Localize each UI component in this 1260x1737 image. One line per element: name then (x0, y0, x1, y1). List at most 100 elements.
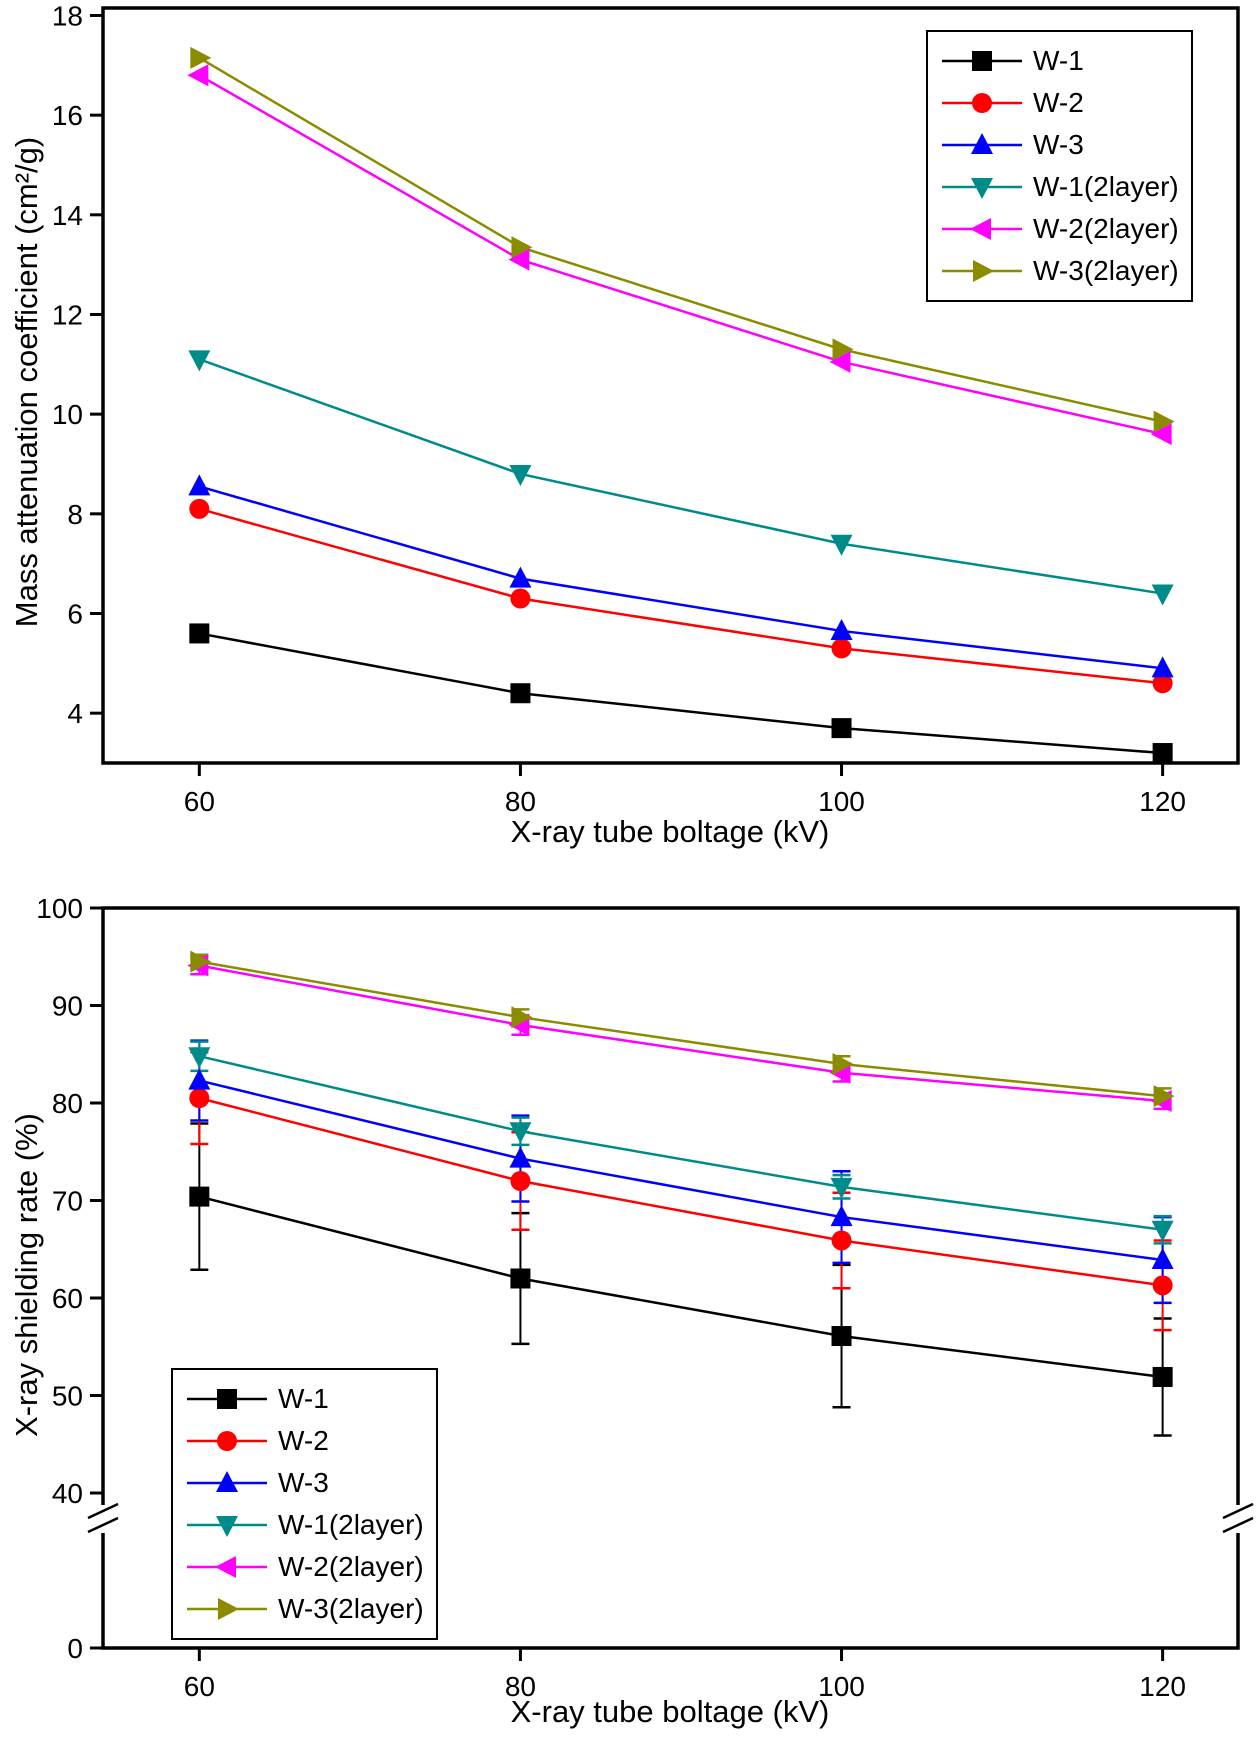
x-tick-label: 100 (818, 786, 865, 817)
series-W-2(2layer) (198, 74, 1163, 436)
circle-marker (510, 588, 531, 609)
square-marker (189, 623, 210, 644)
legend-label: W-2(2layer) (1033, 213, 1179, 244)
triangle-up-marker (1151, 1247, 1174, 1269)
circle-marker (972, 93, 992, 113)
series-line (199, 1079, 1163, 1262)
triangle-up-marker (971, 133, 993, 154)
series-line (198, 74, 1163, 436)
axis-break-icon (87, 1502, 119, 1520)
top-x-axis-title: X-ray tube boltage (kV) (510, 814, 830, 849)
triangle-right-marker (832, 1053, 854, 1075)
markers-W-2(2layer) (187, 64, 1172, 446)
circle-marker (1152, 1275, 1173, 1296)
triangle-up-marker (188, 1068, 211, 1090)
x-tick-label: 100 (818, 1671, 865, 1702)
triangle-up-marker (188, 474, 211, 496)
legend-label: W-3 (278, 1467, 329, 1498)
legend-item-W-1(2layer): W-1(2layer) (185, 1504, 424, 1546)
markers-W-1 (189, 623, 1173, 764)
triangle-left-marker (187, 64, 209, 87)
legend-item-W-3: W-3 (940, 124, 1179, 166)
markers-W-1(2layer) (188, 350, 1174, 606)
series-line (199, 964, 1163, 1103)
legend-swatch-circle (187, 1431, 267, 1451)
series-line (199, 960, 1163, 1098)
legend-item-W-1: W-1 (185, 1378, 424, 1420)
triangle-down-marker (830, 1177, 853, 1199)
series-W-2 (198, 507, 1163, 685)
legend-swatch-triangle-up (942, 133, 1022, 154)
x-tick-label: 120 (1139, 786, 1186, 817)
markers-W-3 (188, 474, 1174, 678)
triangle-right-marker (973, 260, 994, 282)
x-tick-label: 60 (184, 1671, 215, 1702)
triangle-down-marker (188, 1047, 211, 1069)
y-tick-label: 50 (52, 1381, 83, 1412)
series-line (198, 507, 1163, 685)
triangle-right-marker (190, 950, 212, 973)
shielding-rate-chart: 40 50 60 70 80 90 100 0 60 80 100 120 (36, 893, 1254, 1702)
axis-break-gap (99, 1505, 107, 1533)
markers-W-2 (189, 1088, 1173, 1296)
legend-label: W-2 (278, 1425, 329, 1456)
x-tick-label: 80 (505, 786, 536, 817)
markers-W-3 (188, 1068, 1174, 1269)
y-tick-label: 8 (67, 499, 83, 530)
triangle-left-marker (1150, 423, 1172, 446)
series-W-3 (198, 485, 1163, 670)
series-line (199, 632, 1163, 755)
legend-swatch-triangle-left (942, 218, 1022, 240)
legend-item-W-3(2layer): W-3(2layer) (185, 1588, 424, 1630)
legend-swatch-triangle-left (187, 1556, 267, 1578)
square-marker (831, 1326, 852, 1347)
legend-label: W-1(2layer) (278, 1509, 424, 1540)
legend-swatch-square (942, 51, 1022, 71)
square-marker (510, 683, 531, 704)
markers-W-3(2layer) (190, 46, 1175, 433)
series-line (198, 358, 1163, 595)
series-W-3(2layer) (198, 56, 1163, 423)
y-tick-label: 60 (52, 1283, 83, 1314)
legend-swatch-triangle-right (187, 1598, 267, 1620)
y-tick-label: 4 (67, 698, 83, 729)
triangle-down-marker (216, 1516, 238, 1537)
legend-label: W-3(2layer) (1033, 255, 1179, 286)
legend-swatch-square (187, 1389, 267, 1409)
series-W-1 (199, 632, 1163, 755)
legend-swatch-circle (942, 93, 1022, 113)
triangle-left-marker (829, 350, 851, 373)
series-W-3 (190, 1039, 1172, 1305)
x-tick-label: 120 (1139, 1671, 1186, 1702)
bottom-y-axis-title: X-ray shielding rate (%) (9, 1113, 44, 1437)
triangle-left-marker (970, 218, 991, 240)
circle-marker (217, 1431, 237, 1451)
y-tick-label: 80 (52, 1088, 83, 1119)
legend-swatch-triangle-up (187, 1471, 267, 1492)
legend-item-W-2: W-2 (940, 82, 1179, 124)
legend-item-W-2: W-2 (185, 1420, 424, 1462)
series-line (199, 1195, 1163, 1379)
square-marker (189, 1186, 210, 1207)
triangle-up-marker (216, 1471, 238, 1492)
markers-W-1(2layer) (188, 1047, 1174, 1242)
y-tick-label: 70 (52, 1186, 83, 1217)
legend-label: W-1(2layer) (1033, 171, 1179, 202)
series-W-1(2layer) (198, 358, 1163, 595)
triangle-down-marker (1151, 584, 1174, 606)
circle-marker (831, 1230, 852, 1251)
markers-W-1 (189, 1186, 1173, 1387)
square-marker (831, 718, 852, 739)
mass-attenuation-chart: 4 6 8 10 12 14 16 18 60 80 100 120 (52, 0, 1240, 817)
triangle-up-marker (509, 1146, 532, 1168)
legend-label: W-3(2layer) (278, 1593, 424, 1624)
plot-frame (101, 6, 1240, 765)
markers-W-3(2layer) (190, 950, 1175, 1108)
axis-break-icon (87, 1516, 119, 1534)
triangle-up-marker (830, 1205, 853, 1227)
series-W-1(2layer) (190, 1040, 1172, 1245)
legend-swatch-triangle-down (187, 1516, 267, 1537)
square-marker (1152, 743, 1173, 764)
